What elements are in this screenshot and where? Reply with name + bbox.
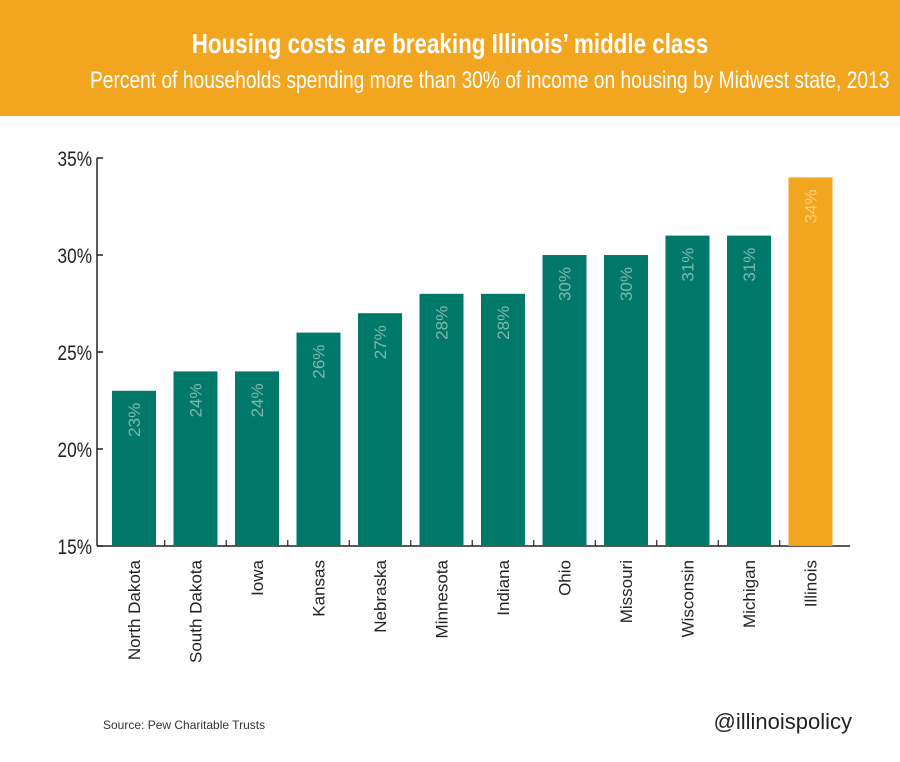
bar-wisconsin [665, 235, 710, 546]
bar-kansas [296, 332, 341, 546]
x-tick-label: Michigan [740, 560, 759, 628]
bar-michigan [727, 235, 771, 546]
bar-ohio [542, 255, 587, 546]
bar-value-label: 23% [125, 403, 144, 437]
bar-value-label: 28% [433, 306, 452, 340]
bar-value-label: 31% [740, 248, 759, 282]
x-tick-label: Iowa [248, 559, 267, 595]
title-banner: Housing costs are breaking Illinois’ mid… [0, 0, 900, 116]
bar-value-label: 24% [187, 383, 206, 417]
y-tick-label: 25% [58, 343, 92, 366]
bar-missouri [604, 255, 648, 546]
bar-south-dakota [173, 371, 218, 546]
bar-value-label: 31% [679, 248, 698, 282]
bar-value-label: 34% [802, 189, 821, 223]
bar-indiana [481, 293, 525, 546]
x-tick-label: South Dakota [187, 559, 206, 663]
bar-nebraska [358, 313, 402, 546]
y-tick-label: 30% [58, 246, 92, 269]
x-tick-label: Missouri [617, 560, 636, 623]
bar-value-label: 24% [248, 383, 267, 417]
y-tick-label: 15% [58, 537, 92, 560]
bar-north-dakota [112, 390, 156, 546]
bar-minnesota [419, 293, 464, 546]
x-tick-label: Minnesota [433, 559, 452, 638]
x-tick-label: Illinois [802, 560, 821, 607]
x-tick-label: Nebraska [371, 559, 390, 632]
y-tick-label: 20% [58, 440, 92, 463]
x-tick-label: Ohio [556, 560, 575, 596]
source-note: Source: Pew Charitable Trusts [103, 718, 266, 732]
bar-value-label: 30% [556, 267, 575, 301]
bar-illinois [788, 177, 833, 546]
x-tick-label: Indiana [494, 559, 513, 615]
social-handle: @illinoispolicy [713, 709, 853, 734]
bar-value-label: 27% [371, 325, 390, 359]
bar-iowa [235, 371, 279, 546]
bar-value-label: 28% [494, 306, 513, 340]
bar-value-label: 30% [617, 267, 636, 301]
x-tick-label: Wisconsin [679, 560, 698, 637]
chart-subtitle: Percent of households spending more than… [90, 67, 890, 94]
y-tick-label: 35% [58, 149, 92, 172]
x-tick-label: North Dakota [125, 559, 144, 660]
x-tick-label: Kansas [310, 560, 329, 617]
chart-title: Housing costs are breaking Illinois’ mid… [191, 28, 709, 59]
bar-value-label: 26% [310, 345, 329, 379]
